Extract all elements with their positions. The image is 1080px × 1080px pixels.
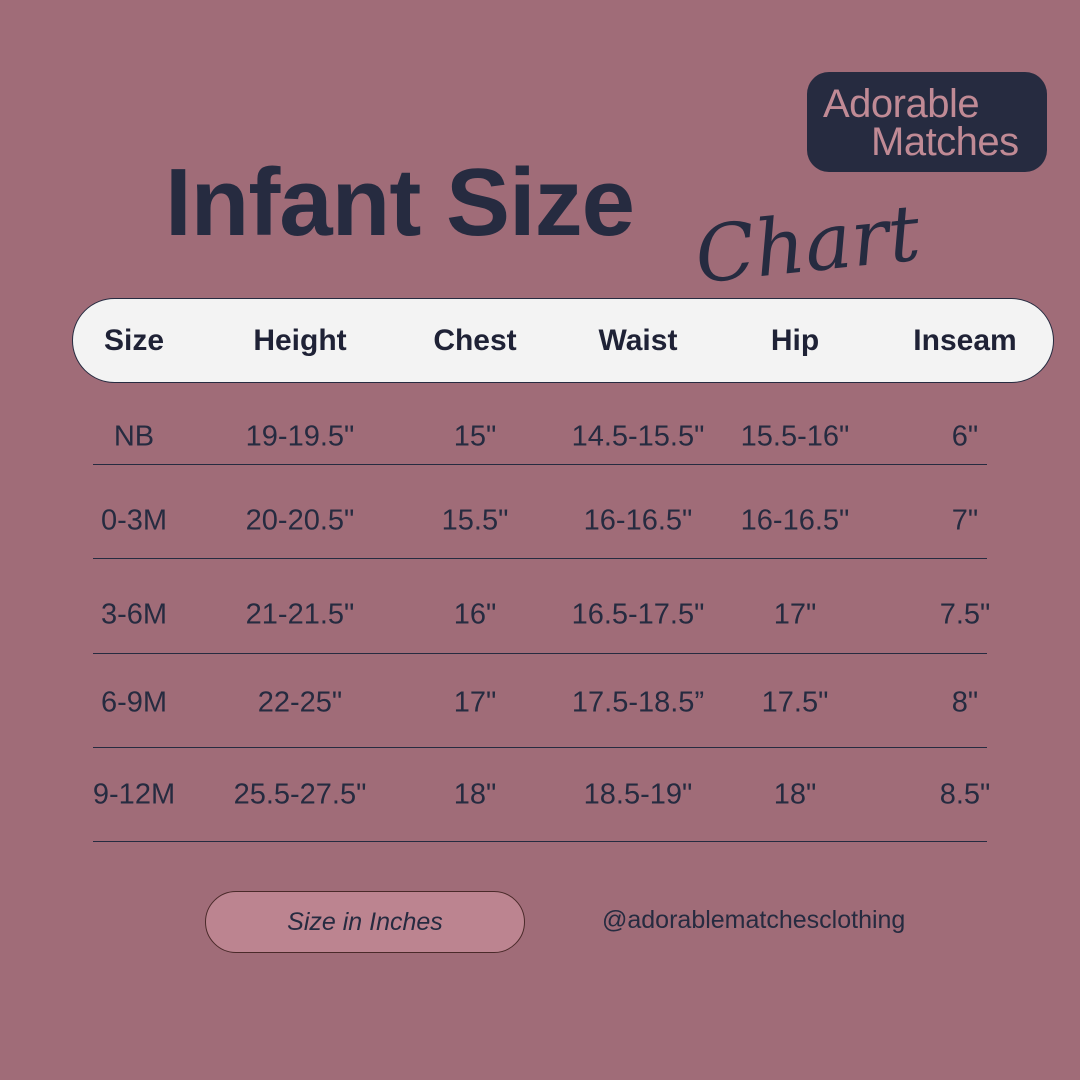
column-header: Hip xyxy=(770,324,820,357)
table-cell: 7" xyxy=(951,504,979,537)
logo-line-1: Adorable xyxy=(823,82,980,126)
table-cell: 14.5-15.5" xyxy=(571,420,705,453)
social-handle: @adorablematchesclothing xyxy=(602,906,906,934)
table-cell: 16-16.5" xyxy=(583,504,693,537)
page-title-script: Chart xyxy=(690,188,925,302)
table-cell: 18.5-19" xyxy=(583,778,693,811)
table-cell: 3-6M xyxy=(100,598,168,631)
table-cell: 17.5" xyxy=(761,686,829,719)
column-header: Height xyxy=(253,324,347,357)
table-cell: NB xyxy=(113,420,155,453)
table-cell: 16-16.5" xyxy=(740,504,850,537)
units-badge: Size in Inches xyxy=(205,891,525,953)
page-title: Infant Size xyxy=(165,149,635,256)
table-cell: 6" xyxy=(951,420,979,453)
row-divider xyxy=(93,464,987,465)
column-header: Waist xyxy=(598,324,678,357)
table-cell: 16.5-17.5" xyxy=(571,598,705,631)
table-cell: 18" xyxy=(773,778,817,811)
table-cell: 18" xyxy=(453,778,497,811)
table-cell: 17.5-18.5” xyxy=(571,686,705,719)
column-header: Chest xyxy=(433,324,517,357)
row-divider xyxy=(93,558,987,559)
brand-logo: Adorable Matches xyxy=(807,72,1047,172)
table-cell: 17" xyxy=(453,686,497,719)
table-cell: 15.5" xyxy=(441,504,509,537)
table-cell: 7.5" xyxy=(939,598,991,631)
table-cell: 20-20.5" xyxy=(245,504,355,537)
table-cell: 0-3M xyxy=(100,504,168,537)
table-cell: 15.5-16" xyxy=(740,420,850,453)
row-divider xyxy=(93,747,987,748)
table-cell: 16" xyxy=(453,598,497,631)
table-cell: 25.5-27.5" xyxy=(233,778,367,811)
column-header: Size xyxy=(103,324,165,357)
row-divider xyxy=(93,653,987,654)
table-cell: 8" xyxy=(951,686,979,719)
table-cell: 17" xyxy=(773,598,817,631)
table-cell: 9-12M xyxy=(92,778,176,811)
column-header: Inseam xyxy=(913,324,1017,357)
table-cell: 6-9M xyxy=(100,686,168,719)
row-divider xyxy=(93,841,987,842)
table-cell: 21-21.5" xyxy=(245,598,355,631)
table-cell: 19-19.5" xyxy=(245,420,355,453)
table-header xyxy=(72,298,1054,383)
table-cell: 15" xyxy=(453,420,497,453)
table-cell: 22-25" xyxy=(257,686,343,719)
logo-line-2: Matches xyxy=(871,120,1019,164)
table-cell: 8.5" xyxy=(939,778,991,811)
